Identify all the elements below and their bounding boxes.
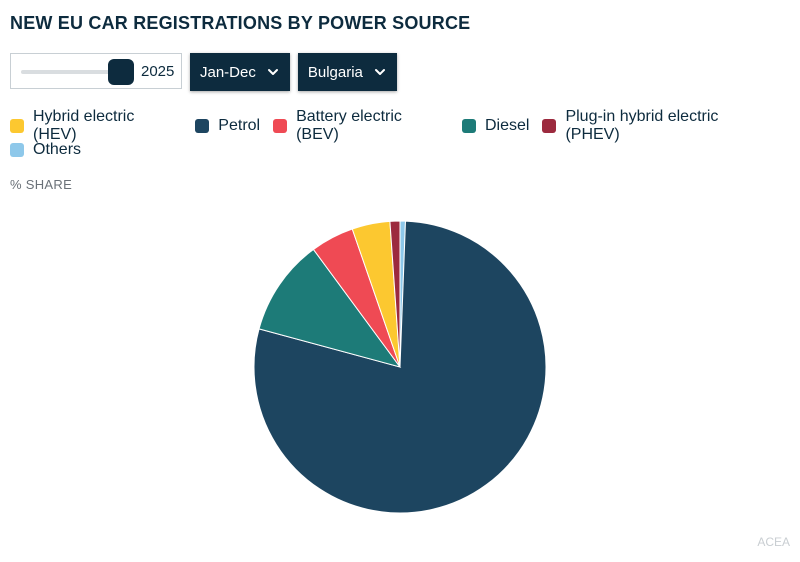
legend-item-phev[interactable]: Plug-in hybrid electric (PHEV) [542,108,777,144]
legend-item-others[interactable]: Others [10,141,81,159]
legend-row-1: Hybrid electric (HEV) Petrol Battery ele… [10,108,790,143]
year-slider-thumb[interactable] [108,59,134,85]
legend-label: Diesel [484,117,530,134]
legend-row-2: Others [10,138,790,162]
legend-swatch [273,119,288,133]
legend-item-petrol[interactable]: Petrol [195,117,260,135]
year-slider[interactable]: 2025 [10,53,182,89]
legend-swatch [10,143,24,157]
legend-label: Plug-in hybrid electric (PHEV) [565,108,719,143]
country-dropdown[interactable]: Bulgaria [297,53,397,91]
legend-swatch [10,119,24,133]
legend-item-hev[interactable]: Hybrid electric (HEV) [10,108,182,144]
legend-swatch [461,119,476,133]
legend-label: Petrol [218,117,261,134]
source-credit: ACEA [757,535,790,549]
chevron-down-icon [374,69,385,75]
year-slider-value: 2025 [141,63,175,80]
chevron-down-icon [267,69,278,75]
year-slider-track[interactable] [21,70,119,74]
pie-chart-svg [253,220,547,514]
legend-label: Others [33,141,82,158]
period-dropdown[interactable]: Jan-Dec [190,53,290,91]
legend-item-bev[interactable]: Battery electric (BEV) [273,108,449,144]
legend-label: Battery electric (BEV) [296,108,402,143]
unit-label: % SHARE [10,177,73,192]
pie-chart [250,217,550,517]
controls-bar: 2025 Jan-Dec Bulgaria [10,53,397,91]
pie-slice-plug-in-hybrid-electric-phev[interactable] [389,220,401,368]
period-dropdown-label: Jan-Dec [200,63,256,81]
legend-label: Hybrid electric (HEV) [33,108,135,143]
legend-swatch [195,119,210,133]
pie-slice-diesel[interactable] [258,248,402,368]
legend: Hybrid electric (HEV) Petrol Battery ele… [10,108,790,162]
legend-item-diesel[interactable]: Diesel [461,117,530,135]
legend-swatch [542,119,557,133]
country-dropdown-label: Bulgaria [307,63,363,81]
chart-title: NEW EU CAR REGISTRATIONS BY POWER SOURCE [10,13,471,33]
